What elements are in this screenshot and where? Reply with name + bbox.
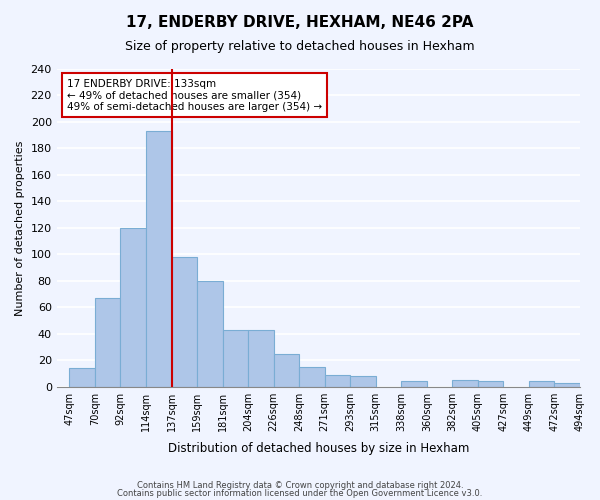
Bar <box>478 382 503 386</box>
Text: Contains HM Land Registry data © Crown copyright and database right 2024.: Contains HM Land Registry data © Crown c… <box>137 481 463 490</box>
Bar <box>95 298 121 386</box>
Bar <box>248 330 274 386</box>
Bar <box>172 257 197 386</box>
Bar <box>350 376 376 386</box>
Bar <box>274 354 299 386</box>
Bar <box>401 382 427 386</box>
Bar <box>452 380 478 386</box>
Bar <box>529 382 554 386</box>
Text: Contains public sector information licensed under the Open Government Licence v3: Contains public sector information licen… <box>118 488 482 498</box>
Bar <box>121 228 146 386</box>
Bar <box>325 374 350 386</box>
X-axis label: Distribution of detached houses by size in Hexham: Distribution of detached houses by size … <box>167 442 469 455</box>
Text: 17, ENDERBY DRIVE, HEXHAM, NE46 2PA: 17, ENDERBY DRIVE, HEXHAM, NE46 2PA <box>127 15 473 30</box>
Text: 17 ENDERBY DRIVE: 133sqm
← 49% of detached houses are smaller (354)
49% of semi-: 17 ENDERBY DRIVE: 133sqm ← 49% of detach… <box>67 78 322 112</box>
Bar <box>299 367 325 386</box>
Bar <box>223 330 248 386</box>
Y-axis label: Number of detached properties: Number of detached properties <box>15 140 25 316</box>
Bar <box>197 281 223 386</box>
Bar <box>146 131 172 386</box>
Bar <box>554 382 580 386</box>
Bar <box>70 368 95 386</box>
Text: Size of property relative to detached houses in Hexham: Size of property relative to detached ho… <box>125 40 475 53</box>
